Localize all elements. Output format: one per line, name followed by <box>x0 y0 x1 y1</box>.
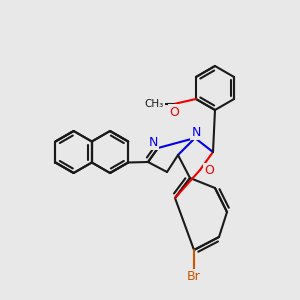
Text: CH₃: CH₃ <box>144 99 164 109</box>
Text: Br: Br <box>187 271 201 284</box>
Text: N: N <box>191 125 201 139</box>
Text: O: O <box>204 164 214 178</box>
Text: O: O <box>169 106 179 118</box>
Text: N: N <box>148 136 158 148</box>
